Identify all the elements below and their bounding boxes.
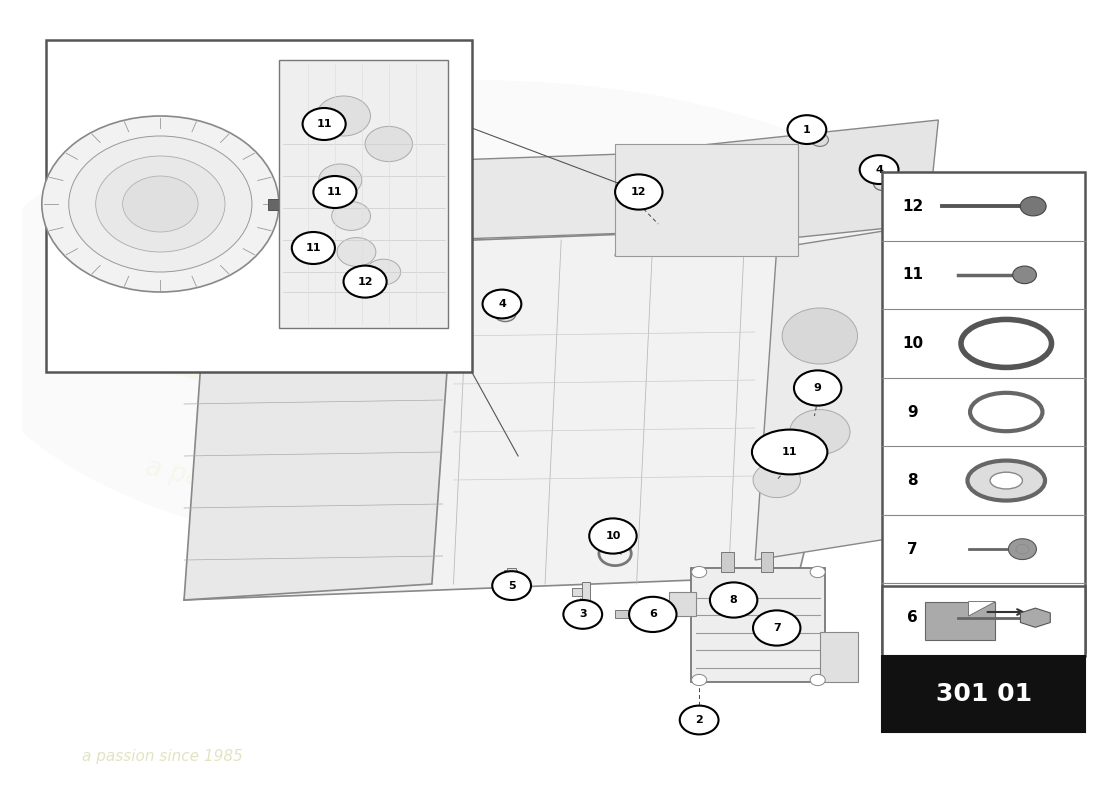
Circle shape	[494, 306, 516, 322]
Circle shape	[302, 108, 345, 140]
Polygon shape	[756, 224, 927, 560]
Polygon shape	[184, 256, 453, 296]
Polygon shape	[1021, 608, 1050, 627]
Text: 12: 12	[358, 277, 373, 286]
Bar	[46, 40, 472, 372]
Circle shape	[343, 266, 386, 298]
Circle shape	[1021, 197, 1046, 216]
Circle shape	[790, 410, 850, 454]
Polygon shape	[615, 120, 938, 256]
Circle shape	[754, 462, 801, 498]
Text: 4: 4	[498, 299, 506, 309]
Text: 1: 1	[803, 125, 811, 134]
Text: 9: 9	[908, 405, 917, 419]
Circle shape	[782, 308, 858, 364]
Polygon shape	[184, 280, 453, 600]
Circle shape	[365, 126, 412, 162]
Text: 3: 3	[579, 610, 586, 619]
Text: 12: 12	[631, 187, 647, 197]
Text: 11: 11	[306, 243, 321, 253]
Bar	[882, 656, 1085, 732]
Text: 11: 11	[327, 187, 343, 197]
Bar	[582, 582, 591, 602]
Circle shape	[590, 518, 637, 554]
Circle shape	[332, 202, 371, 230]
Ellipse shape	[968, 461, 1045, 501]
Text: 7: 7	[908, 542, 917, 557]
Circle shape	[811, 134, 828, 146]
Ellipse shape	[0, 80, 987, 560]
Bar	[760, 552, 773, 572]
Circle shape	[710, 582, 757, 618]
Circle shape	[483, 290, 521, 318]
Circle shape	[680, 706, 718, 734]
Bar	[925, 602, 996, 640]
Ellipse shape	[752, 430, 827, 474]
Text: 10: 10	[605, 531, 620, 541]
Circle shape	[692, 566, 706, 578]
Circle shape	[1013, 266, 1036, 284]
Circle shape	[860, 155, 899, 184]
Bar	[279, 60, 448, 328]
Polygon shape	[669, 592, 696, 616]
Circle shape	[873, 178, 891, 190]
Text: 11: 11	[317, 119, 332, 129]
Circle shape	[319, 164, 362, 196]
Circle shape	[96, 156, 225, 252]
Polygon shape	[691, 568, 825, 682]
Text: 7: 7	[773, 623, 781, 633]
Circle shape	[810, 566, 825, 578]
Circle shape	[810, 674, 825, 686]
Bar	[504, 570, 517, 576]
Circle shape	[314, 176, 356, 208]
Polygon shape	[615, 144, 799, 256]
Circle shape	[42, 116, 279, 292]
Circle shape	[642, 606, 663, 622]
Circle shape	[788, 115, 826, 144]
Text: 6: 6	[908, 610, 917, 626]
Circle shape	[615, 174, 662, 210]
Text: 4: 4	[876, 165, 883, 174]
Bar	[720, 552, 734, 572]
Text: 11: 11	[782, 447, 797, 457]
Circle shape	[317, 96, 371, 136]
Bar	[507, 568, 516, 580]
Polygon shape	[820, 632, 858, 682]
Circle shape	[337, 238, 376, 266]
Circle shape	[122, 176, 198, 232]
Text: 12: 12	[902, 198, 923, 214]
Ellipse shape	[990, 472, 1022, 489]
Text: 11: 11	[902, 267, 923, 282]
Circle shape	[498, 309, 512, 318]
Text: 9: 9	[814, 383, 822, 393]
Text: 6: 6	[649, 610, 657, 619]
Polygon shape	[968, 602, 996, 616]
Text: 2: 2	[695, 715, 703, 725]
Bar	[882, 172, 1085, 652]
Circle shape	[492, 571, 531, 600]
Text: a passion since 1985: a passion since 1985	[143, 454, 419, 538]
Bar	[268, 199, 309, 210]
Circle shape	[69, 136, 252, 272]
Text: a passion since 1985: a passion since 1985	[82, 749, 243, 763]
Circle shape	[794, 370, 842, 406]
Text: 8: 8	[908, 473, 917, 488]
Polygon shape	[432, 144, 906, 240]
Circle shape	[754, 610, 801, 646]
Text: 8: 8	[729, 595, 737, 605]
Circle shape	[292, 232, 334, 264]
Circle shape	[692, 674, 706, 686]
Text: 301 01: 301 01	[936, 682, 1032, 706]
Circle shape	[563, 600, 602, 629]
Circle shape	[1009, 538, 1036, 559]
Text: euroParts: euroParts	[67, 280, 624, 488]
Bar	[882, 586, 1085, 656]
Text: 5: 5	[508, 581, 516, 590]
Bar	[615, 610, 652, 618]
Text: 10: 10	[902, 336, 923, 351]
Polygon shape	[184, 224, 884, 600]
Circle shape	[629, 597, 676, 632]
Bar	[572, 588, 588, 596]
Circle shape	[366, 259, 400, 285]
